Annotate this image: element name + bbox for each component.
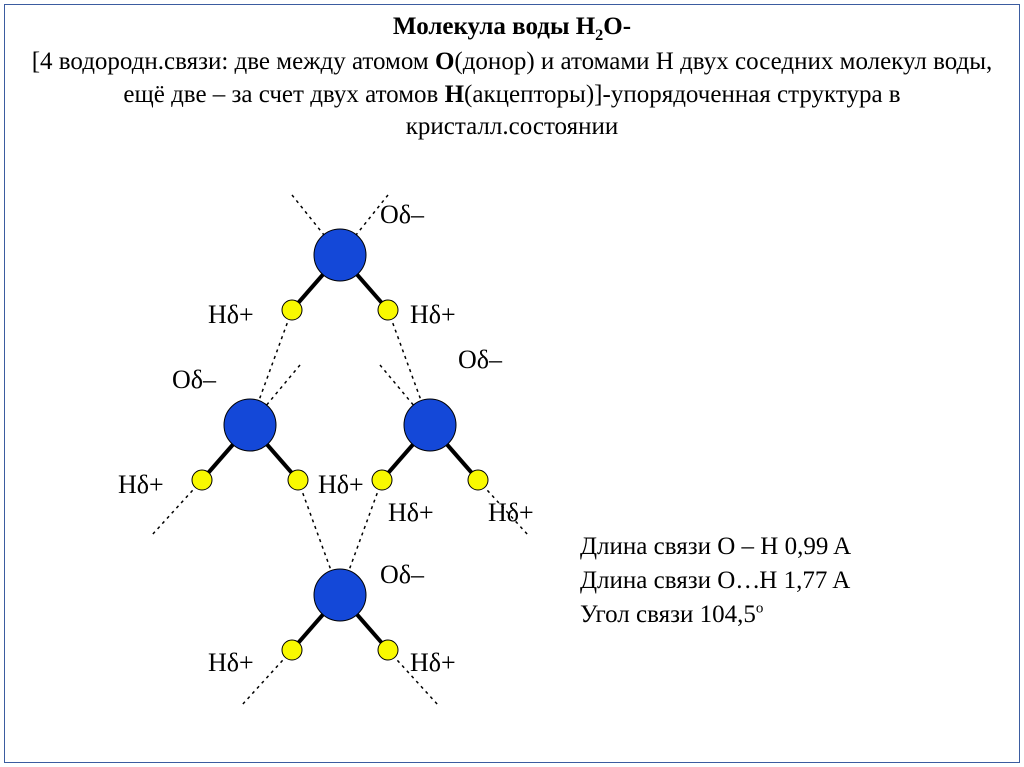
charge-label: Oδ– <box>380 560 424 590</box>
charge-label: Hδ+ <box>318 470 364 500</box>
charge-label: Oδ– <box>458 345 502 375</box>
bond-info: Длина связи O – H 0,99 A Длина связи O…H… <box>580 530 851 631</box>
hydrogen-atom <box>192 470 212 490</box>
t3-post: (акцепторы)]-упорядоченная структура в к… <box>406 81 901 141</box>
hydrogen-atom <box>378 300 398 320</box>
t3-bold: Н <box>445 81 464 108</box>
charge-label: Hδ+ <box>388 498 434 528</box>
oxygen-atom <box>314 569 366 621</box>
diagram-area: Oδ–Hδ+Hδ+Oδ–Oδ–Hδ+Hδ+Hδ+Hδ+Oδ–Hδ+Hδ+ <box>0 180 1024 760</box>
hydrogen-atom <box>288 470 308 490</box>
hbond-length: Длина связи O…H 1,77 A <box>580 564 851 598</box>
hydrogen-atom <box>282 640 302 660</box>
charge-label: Hδ+ <box>410 648 456 678</box>
bond-length-oh: Длина связи O – H 0,99 A <box>580 530 851 564</box>
t2-pre: [4 водородн.связи: две между атомом <box>32 48 435 75</box>
hydrogen-atom <box>468 470 488 490</box>
charge-label: Hδ+ <box>118 470 164 500</box>
charge-label: Hδ+ <box>410 300 456 330</box>
charge-label: Oδ– <box>172 365 216 395</box>
title-post: O- <box>603 13 631 40</box>
oxygen-atom <box>314 229 366 281</box>
charge-label: Hδ+ <box>488 498 534 528</box>
bond-angle: Угол связи 104,5o <box>580 598 851 632</box>
title-pre: Молекула воды H <box>393 13 595 40</box>
charge-label: Hδ+ <box>208 648 254 678</box>
hydrogen-atom <box>378 640 398 660</box>
oxygen-atom <box>404 399 456 451</box>
charge-label: Oδ– <box>380 200 424 230</box>
oxygen-atom <box>224 399 276 451</box>
t2-bold1: О <box>435 48 454 75</box>
charge-label: Hδ+ <box>208 300 254 330</box>
title-line1: Молекула воды H2O- <box>393 13 631 40</box>
title-line2: [4 водородн.связи: две между атомом О(до… <box>32 48 993 140</box>
title-block: Молекула воды H2O- [4 водородн.связи: дв… <box>5 5 1019 148</box>
hydrogen-atom <box>372 470 392 490</box>
hydrogen-atom <box>282 300 302 320</box>
